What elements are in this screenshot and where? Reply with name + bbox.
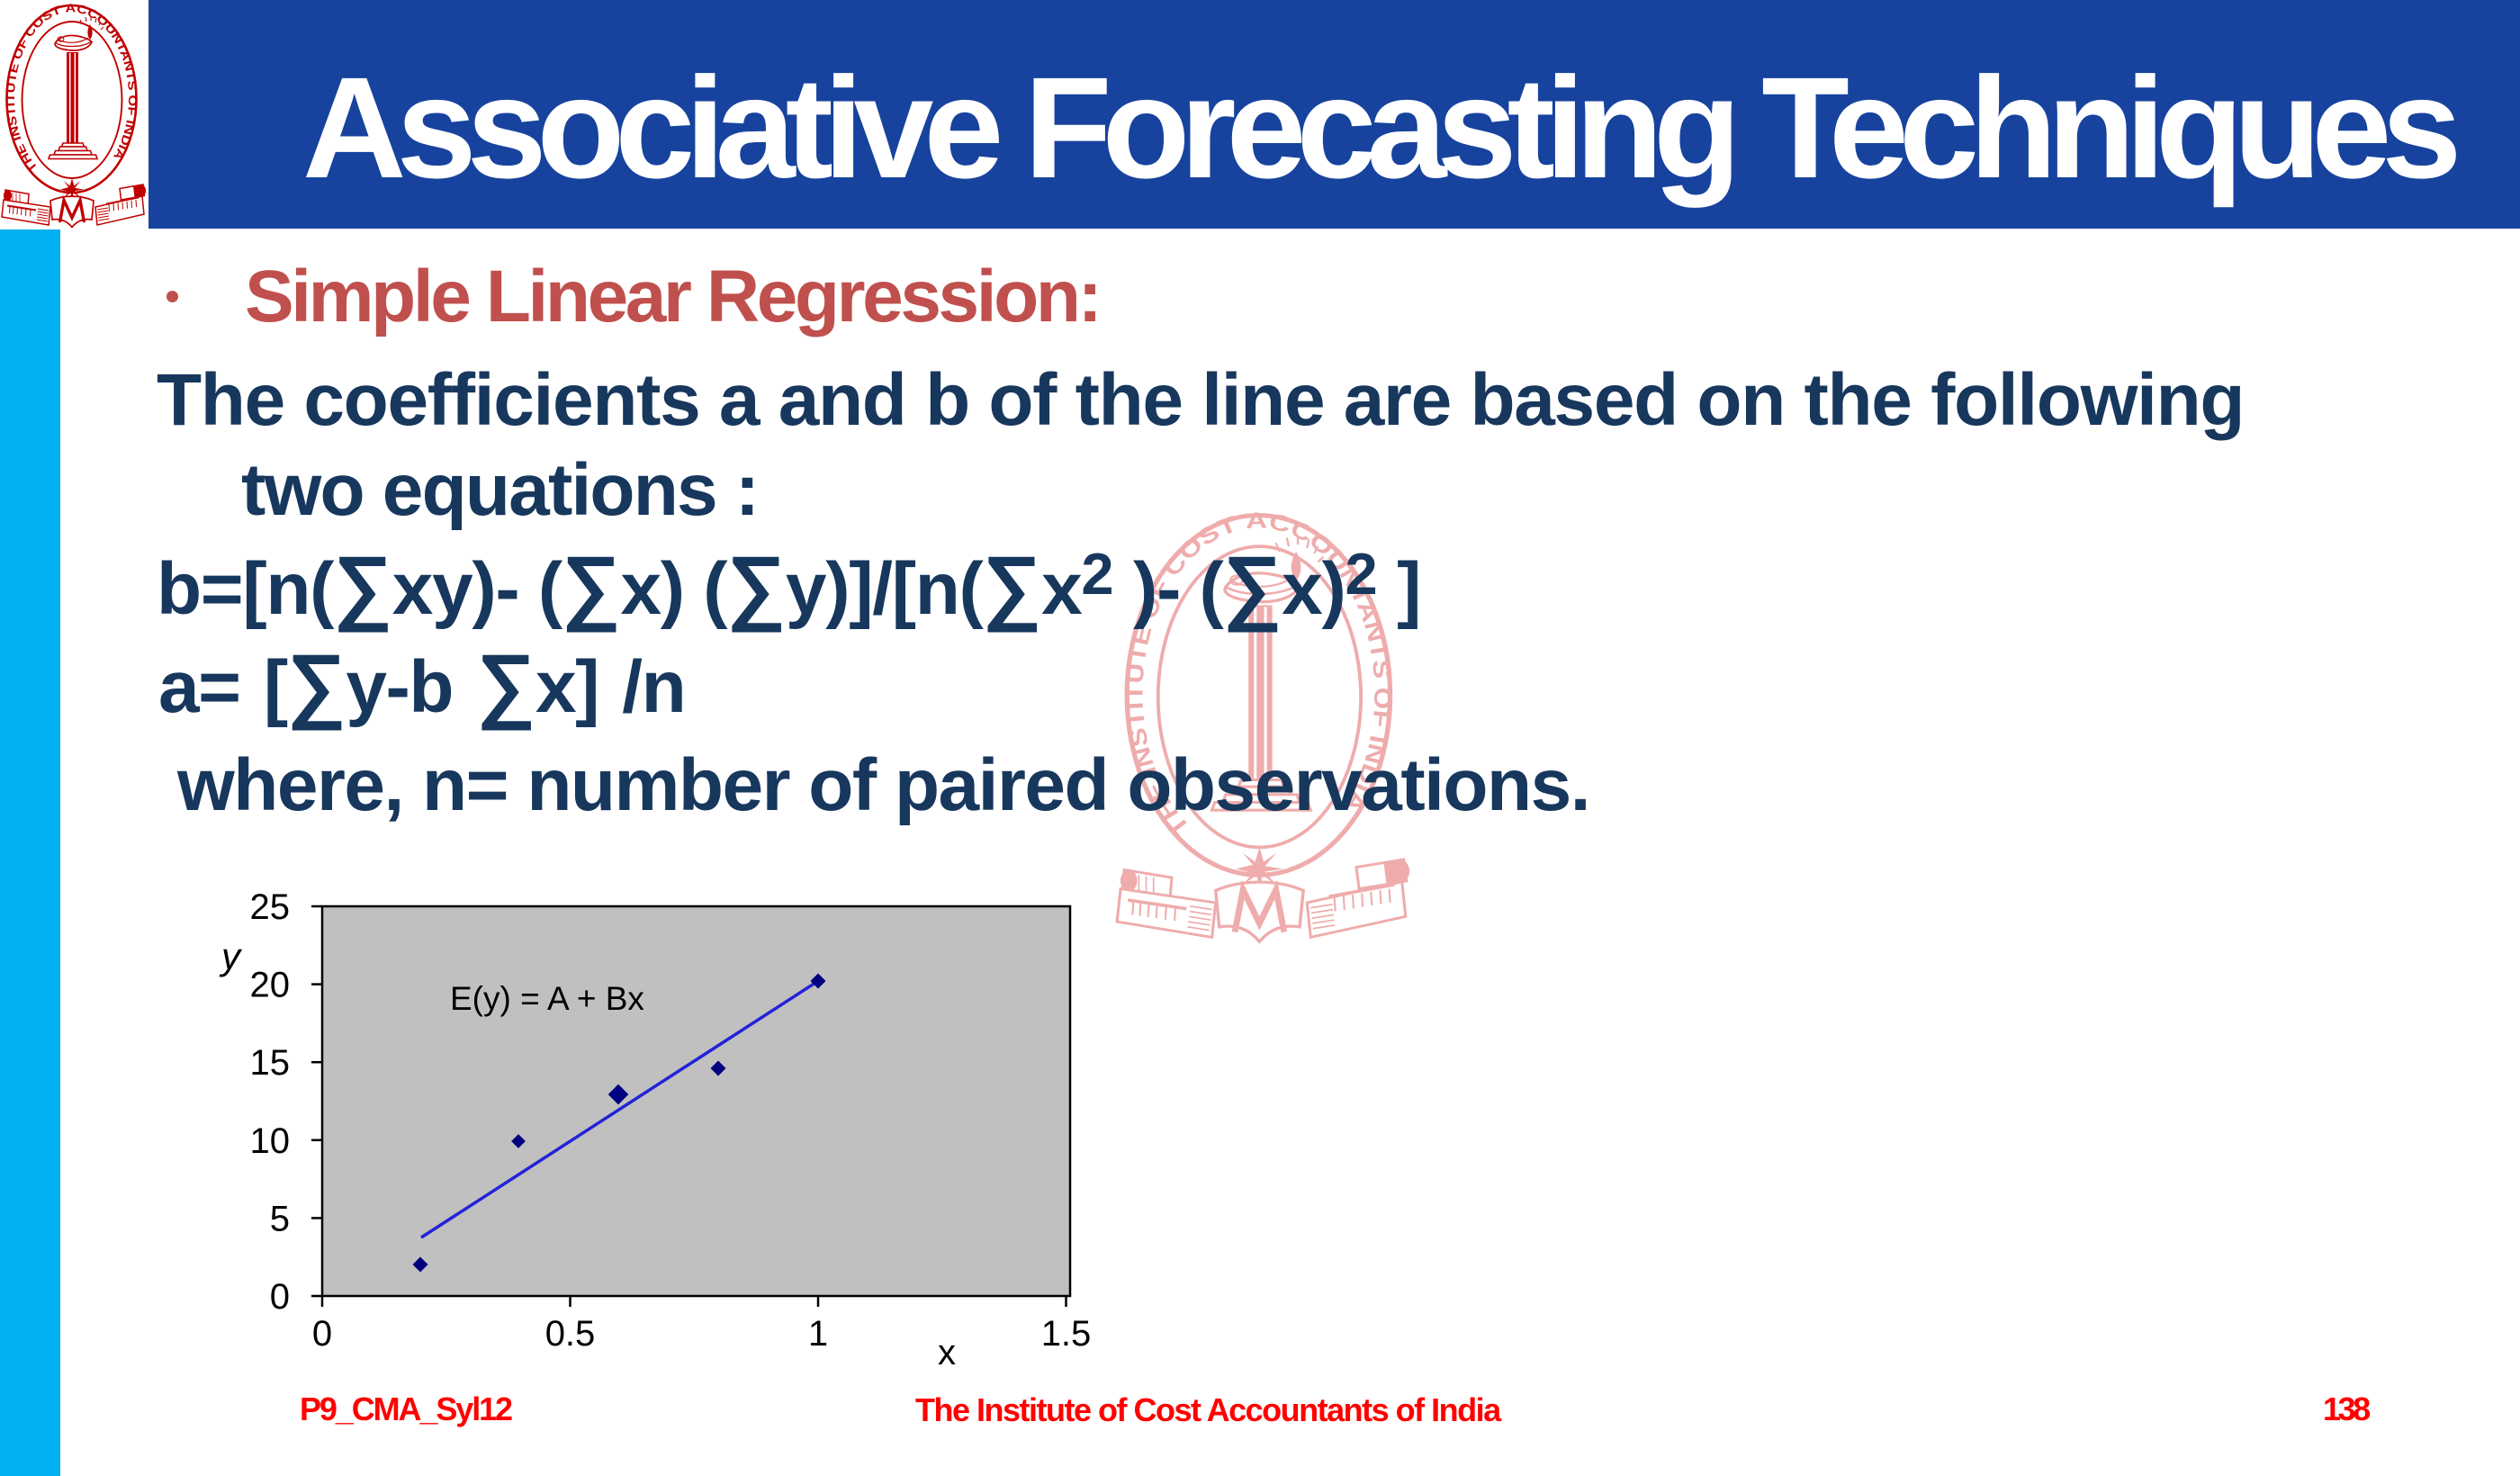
svg-text:x: x — [938, 1333, 956, 1372]
svg-text:0: 0 — [270, 1277, 290, 1317]
svg-text:10: 10 — [250, 1121, 291, 1161]
svg-text:0: 0 — [312, 1314, 332, 1354]
svg-text:15: 15 — [250, 1043, 291, 1083]
svg-text:20: 20 — [250, 966, 291, 1005]
svg-text:5: 5 — [270, 1199, 290, 1238]
svg-text:1: 1 — [808, 1314, 828, 1354]
svg-text:1.5: 1.5 — [1041, 1314, 1092, 1354]
svg-text:E(y) = A + Bx: E(y) = A + Bx — [450, 980, 644, 1017]
svg-text:y: y — [219, 935, 243, 977]
svg-text:0.5: 0.5 — [545, 1314, 596, 1354]
svg-text:25: 25 — [250, 887, 291, 927]
